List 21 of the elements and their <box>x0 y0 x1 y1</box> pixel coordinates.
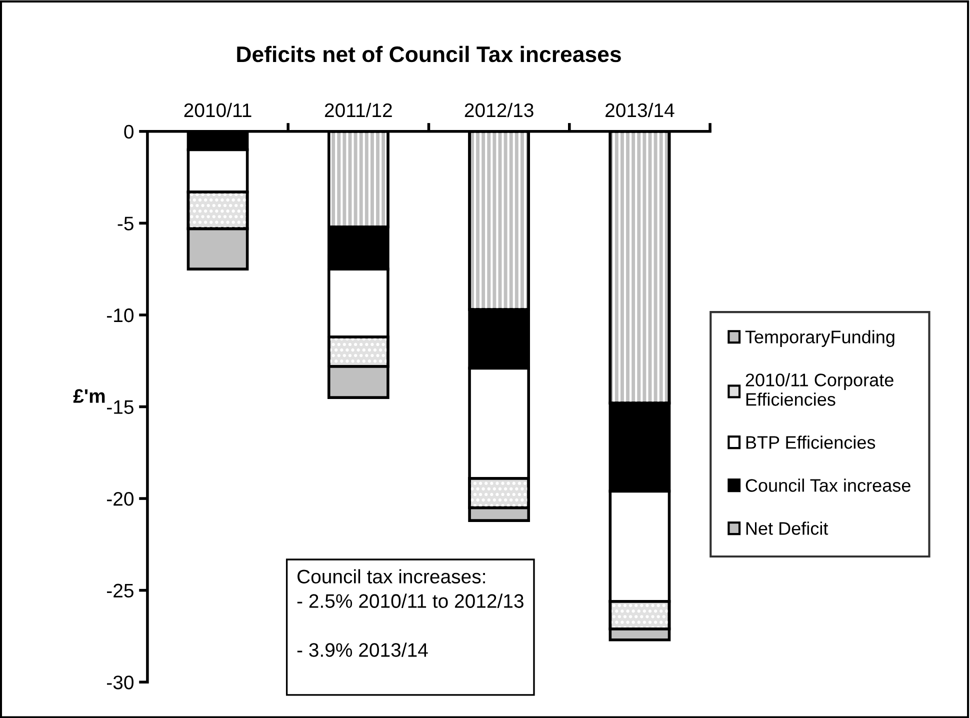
y-tick-label: 0 <box>124 124 134 139</box>
legend-label: Net Deficit <box>746 522 828 535</box>
y-tick-label: -20 <box>107 492 134 506</box>
x-tick-label: 2012/13 <box>464 102 534 118</box>
y-tick-label: -5 <box>118 216 134 230</box>
y-tick-label: -30 <box>107 676 134 690</box>
x-tick-label: 2011/12 <box>324 102 392 118</box>
x-tick-label: 2010/11 <box>184 102 252 118</box>
annotation: - 2.5% 2010/11 to 2012/13 <box>297 594 524 608</box>
x-tick-label: 2013/14 <box>606 102 674 118</box>
legend-label: Council Tax increase <box>746 478 910 492</box>
legend-label: BTP Efficiencies <box>746 436 876 449</box>
y-tick-label: -25 <box>107 584 134 598</box>
legend-label: 2010/11 Corporate Efficiencies <box>746 373 894 406</box>
y-axis-title: £'m <box>73 389 105 403</box>
annotation: - 3.9% 2013/14 <box>297 642 428 657</box>
legend-label: TemporaryFunding <box>745 330 894 347</box>
y-tick-label: -10 <box>107 308 134 322</box>
y-tick-label: -15 <box>107 400 134 414</box>
annotation: Council tax increases: <box>298 569 485 584</box>
chart-title: Deficits net of Council Tax increases <box>237 46 621 62</box>
